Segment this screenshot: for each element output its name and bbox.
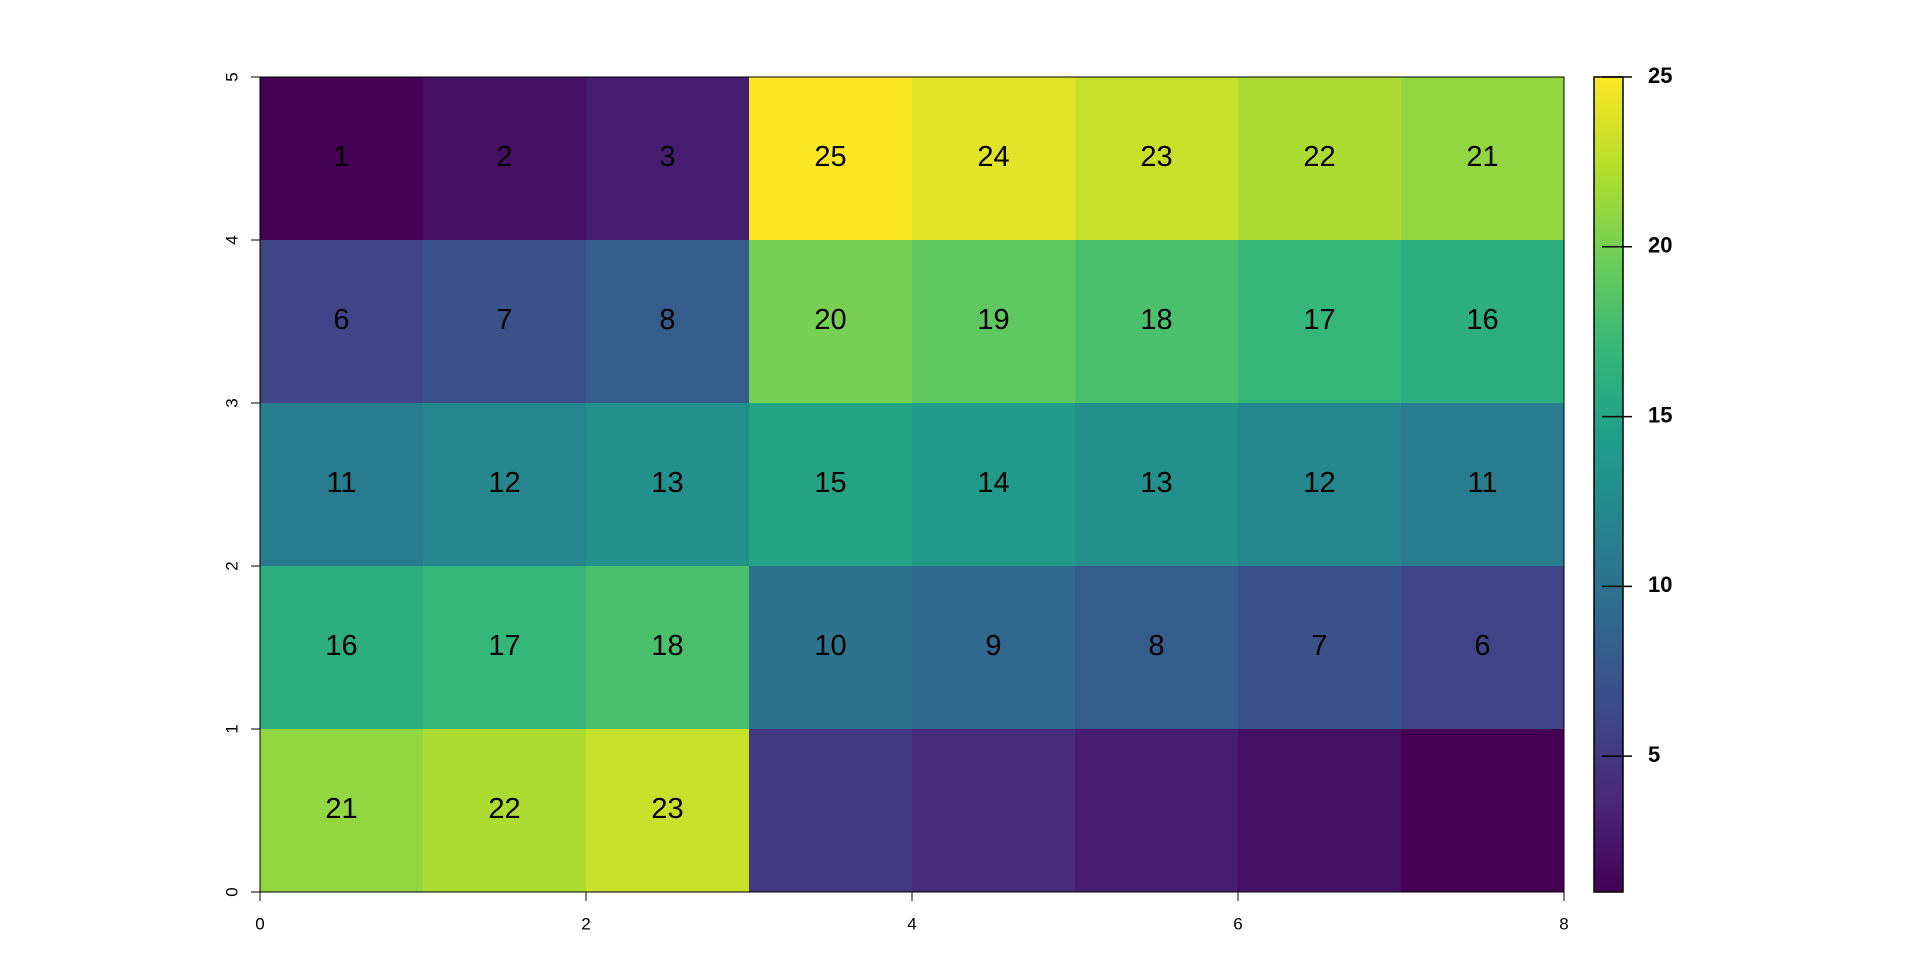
y-tick-label: 3: [222, 398, 241, 407]
cell-label: 14: [977, 467, 1009, 499]
cell-label: 9: [985, 630, 1001, 662]
cell-label: 6: [333, 304, 349, 336]
x-tick-label: 4: [907, 914, 916, 933]
cell: [260, 566, 424, 730]
cell: [586, 566, 750, 730]
cell-label: 13: [1140, 467, 1172, 499]
cell: [1238, 729, 1402, 893]
cell-label: 16: [325, 630, 357, 662]
cell-label: 17: [488, 630, 520, 662]
cell: [260, 403, 424, 567]
y-tick-label: 1: [222, 724, 241, 733]
cell-label: 18: [651, 630, 683, 662]
cell: [1401, 403, 1565, 567]
cell-label: 6: [1474, 630, 1490, 662]
cell-label: 23: [1140, 141, 1172, 173]
x-tick-label: 2: [581, 914, 590, 933]
y-tick-label: 0: [222, 887, 241, 896]
colorbar-tick-label: 15: [1648, 402, 1672, 427]
x-tick-label: 0: [255, 914, 264, 933]
cell-label: 15: [814, 467, 846, 499]
cell-label: 17: [1303, 304, 1335, 336]
cell-label: 7: [496, 304, 512, 336]
cell: [1075, 566, 1239, 730]
cell-label: 22: [488, 793, 520, 825]
cell: [1075, 77, 1239, 241]
cell: [749, 240, 913, 404]
cell: [1238, 403, 1402, 567]
cell-label: 3: [659, 141, 675, 173]
x-tick-label: 8: [1559, 914, 1568, 933]
cell-label: 10: [814, 630, 846, 662]
colorbar-tick-label: 25: [1648, 63, 1672, 88]
cell: [260, 77, 424, 241]
cell-label: 19: [977, 304, 1009, 336]
cell-label: 7: [1311, 630, 1327, 662]
cell: [749, 77, 913, 241]
cell: [423, 77, 587, 241]
cell: [586, 240, 750, 404]
cell: [1238, 240, 1402, 404]
colorbar-tick-label: 10: [1648, 572, 1672, 597]
cell-label: 20: [814, 304, 846, 336]
cell: [1238, 77, 1402, 241]
colorbar: [1593, 76, 1624, 893]
cell: [586, 403, 750, 567]
cell-label: 22: [1303, 141, 1335, 173]
cell: [1401, 77, 1565, 241]
cell-label: 16: [1466, 304, 1498, 336]
cell-label: 24: [977, 141, 1009, 173]
cell-label: 12: [488, 467, 520, 499]
cell: [260, 240, 424, 404]
cell-label: 8: [659, 304, 675, 336]
cell: [1238, 566, 1402, 730]
cell: [749, 729, 913, 893]
cell: [912, 729, 1076, 893]
cell: [749, 566, 913, 730]
cell: [912, 77, 1076, 241]
cell-label: 21: [325, 793, 357, 825]
cell-label: 21: [1466, 141, 1498, 173]
colorbar-tick-label: 5: [1648, 742, 1660, 767]
cell-label: 12: [1303, 467, 1335, 499]
cell: [749, 403, 913, 567]
cell: [423, 240, 587, 404]
cell: [1075, 403, 1239, 567]
cell-label: 11: [326, 467, 356, 499]
cell-label: 1: [333, 141, 349, 173]
cell: [912, 403, 1076, 567]
cell-label: 23: [651, 793, 683, 825]
cell: [586, 729, 750, 893]
cell: [260, 729, 424, 893]
cell-label: 18: [1140, 304, 1172, 336]
cell: [423, 566, 587, 730]
cell-label: 8: [1148, 630, 1164, 662]
cell: [586, 77, 750, 241]
x-tick-label: 6: [1233, 914, 1242, 933]
y-tick-label: 2: [222, 561, 241, 570]
cell: [912, 566, 1076, 730]
cell-label: 25: [814, 141, 846, 173]
colorbar-tick-label: 20: [1648, 233, 1672, 258]
y-tick-label: 4: [222, 235, 241, 244]
cell-label: 13: [651, 467, 683, 499]
cell-label: 11: [1467, 467, 1497, 499]
y-tick-label: 5: [222, 72, 241, 81]
cell: [1075, 729, 1239, 893]
cell: [423, 403, 587, 567]
cell: [1401, 566, 1565, 730]
cell: [1401, 729, 1565, 893]
cell: [1075, 240, 1239, 404]
cell: [1401, 240, 1565, 404]
cell: [423, 729, 587, 893]
cell: [912, 240, 1076, 404]
cell-label: 2: [496, 141, 512, 173]
